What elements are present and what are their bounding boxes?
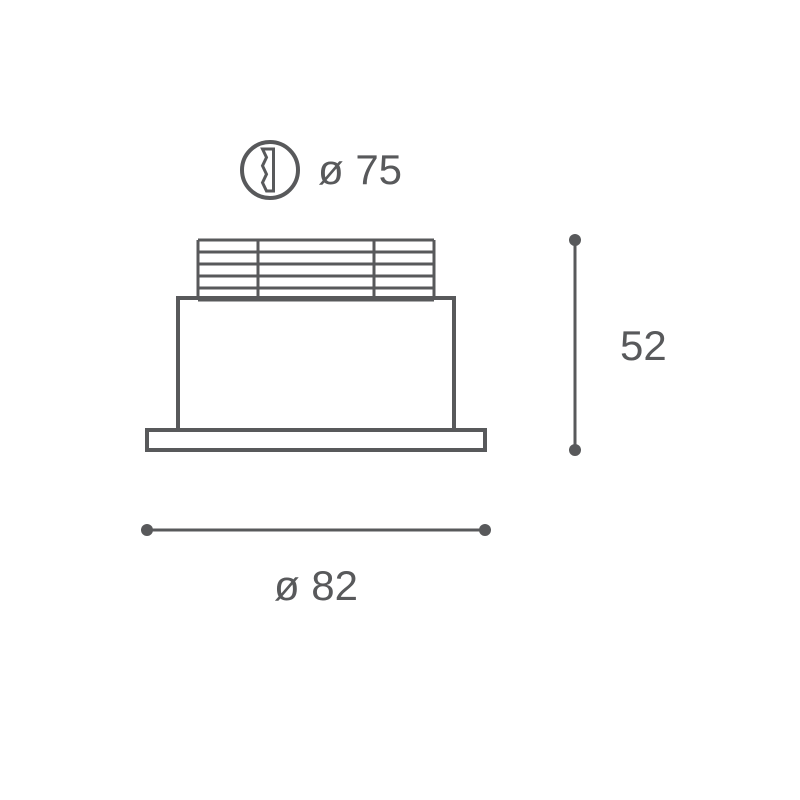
fixture-body (178, 298, 454, 430)
dim-endpoint (479, 524, 491, 536)
drill-bit-icon (263, 149, 274, 191)
dim-endpoint (569, 234, 581, 246)
fixture-flange (147, 430, 485, 450)
dim-endpoint (569, 444, 581, 456)
dim-endpoint (141, 524, 153, 536)
flange-diameter-label: ø 82 (274, 562, 358, 609)
cutout-diameter-label: ø 75 (318, 146, 402, 193)
technical-drawing: ø 75 52 ø 82 (0, 0, 800, 800)
height-label: 52 (620, 322, 667, 369)
